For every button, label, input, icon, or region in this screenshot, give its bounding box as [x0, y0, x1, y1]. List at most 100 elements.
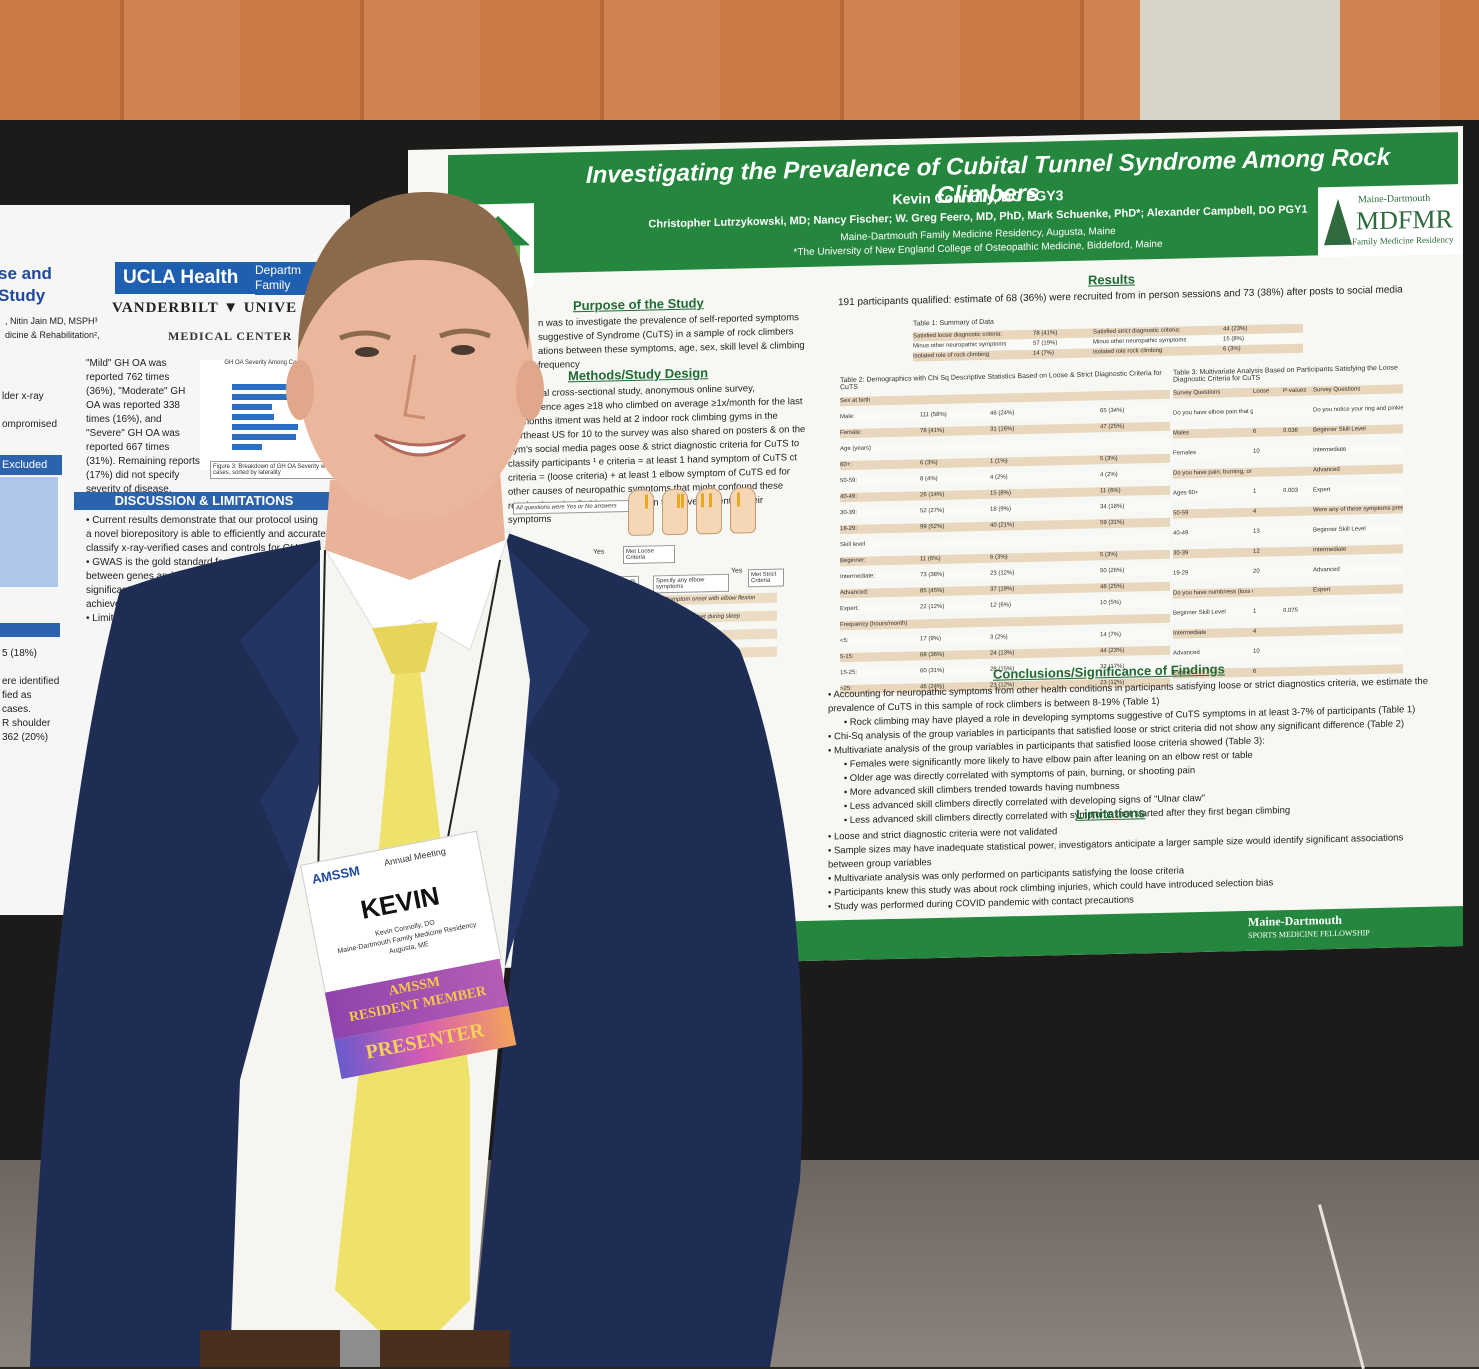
table-cell: 40-49:	[840, 493, 858, 501]
table-cell: 19-29	[1173, 570, 1189, 577]
table-cell: 111 (58%)	[920, 411, 947, 419]
table-row: Skill level	[840, 533, 1170, 551]
table-cell: Females	[1173, 450, 1197, 457]
table-cell: 57 (19%)	[1033, 340, 1058, 347]
pillar	[1140, 0, 1340, 140]
table-cell: Skill level	[840, 541, 866, 549]
table-cell: 6 (3%)	[1223, 346, 1241, 353]
table-2-title: Table 2: Demographics with Chi Sq Descri…	[840, 369, 1162, 392]
nose	[403, 354, 426, 420]
table-cell	[1283, 446, 1313, 447]
table-cell: 40-49	[1173, 530, 1189, 537]
table-cell: 0.075	[1283, 607, 1299, 615]
table-cell: 1	[1253, 608, 1257, 615]
table-cell	[1283, 646, 1313, 647]
table-cell	[1253, 587, 1283, 588]
tree-icon	[1324, 198, 1352, 246]
table-cell: 22 (12%)	[920, 603, 945, 611]
table-cell: 50 (26%)	[1100, 567, 1125, 575]
table-row: Males 6 0.036 Beginner Skill Level	[1173, 424, 1403, 439]
eye-right	[451, 345, 475, 355]
table-cell: 8 (4%)	[920, 475, 938, 483]
chart-bar	[232, 424, 298, 430]
table-row: <5: 17 (9%) 3 (2%) 14 (7%)	[840, 629, 1170, 647]
table-cell: Intermediate:	[840, 573, 876, 581]
table-row: Frequency (hours/month)	[840, 613, 1170, 631]
table-cell	[1283, 526, 1313, 527]
table-cell	[920, 394, 990, 396]
table-cell: 18 (9%)	[990, 506, 1012, 513]
annual-meeting-label: Annual Meeting	[383, 846, 447, 868]
table-cell	[1283, 566, 1313, 567]
table-cell: 10 (5%)	[1100, 599, 1122, 607]
table-cell: Beginner:	[840, 557, 866, 565]
table-cell: 31 (16%)	[990, 426, 1015, 433]
table-cell	[1100, 438, 1170, 440]
table-cell: 52 (27%)	[920, 507, 945, 515]
table-cell: Beginner Skill Level	[1313, 426, 1366, 434]
results-heading: Results	[1088, 271, 1135, 288]
table-cell: Beginner Skill Level	[1173, 609, 1226, 617]
table-row: Do you have pain, burning, or shooting p…	[1173, 464, 1403, 479]
table-cell: 11 (6%)	[920, 555, 941, 563]
table-cell: 60+:	[840, 461, 852, 469]
table-cell: Intermediate	[1313, 446, 1347, 454]
table-cell: 73 (38%)	[920, 571, 945, 579]
table-cell: Advanced	[1313, 466, 1340, 474]
table-cell: 30-39:	[840, 509, 858, 517]
table-cell: Do you have elbow pain that gets worse a…	[1173, 408, 1253, 417]
table-row: Beginner Skill Level 1 0.075	[1173, 604, 1403, 619]
table-row: Beginner: 11 (6%) 6 (3%) 5 (3%)	[840, 549, 1170, 567]
table-cell: Loose	[1253, 388, 1270, 395]
table-cell: 17 (9%)	[920, 635, 942, 643]
table-cell: 60 (31%)	[920, 667, 945, 675]
table-cell: 5 (3%)	[1100, 551, 1118, 559]
belt-buckle	[340, 1330, 380, 1367]
chart-bar	[232, 384, 302, 390]
table-cell: Beginner Skill Level	[1313, 526, 1366, 534]
table-cell: 24 (13%)	[990, 650, 1015, 657]
eye-left	[355, 347, 379, 357]
table-cell: 1	[1253, 488, 1257, 495]
table-row: Expert: 22 (12%) 12 (6%) 10 (5%)	[840, 597, 1170, 615]
table-cell: Were any of these symptoms present befor…	[1313, 504, 1403, 514]
table-cell: 3 (2%)	[990, 634, 1008, 641]
table-row: Advanced: 85 (45%) 37 (19%) 48 (25%)	[840, 581, 1170, 599]
table-row: 18-29: 99 (52%) 40 (21%) 59 (31%)	[840, 517, 1170, 535]
table-cell: 59 (31%)	[1100, 519, 1125, 527]
table-cell: 50-59:	[840, 477, 858, 485]
suit-jacket-right	[470, 530, 803, 1367]
table-cell	[1283, 406, 1313, 407]
table-cell: Do you have pain, burning, or shooting p…	[1173, 468, 1253, 477]
table-cell: 99 (52%)	[920, 523, 945, 531]
table-row: Intermediate 4	[1173, 624, 1403, 639]
table-row: Sex at birth	[840, 389, 1170, 407]
table-cell: 5 (3%)	[1100, 455, 1118, 463]
table-cell	[1313, 644, 1403, 646]
table-cell: Advanced	[1313, 566, 1340, 574]
table-cell: 4 (2%)	[1100, 471, 1118, 479]
table-row: Survey Questions Loose P-values Survey Ques…	[1173, 384, 1403, 399]
table-cell: Intermediate	[1313, 546, 1347, 554]
table-cell: 85 (45%)	[920, 587, 945, 595]
table-cell: 15-25:	[840, 669, 858, 677]
lanyard	[317, 549, 501, 881]
medical-center-label: MEDICAL CENTER	[168, 329, 293, 343]
limitations-list: • Loose and strict diagnostic criteria w…	[828, 817, 1428, 915]
table-row: Advanced 10	[1173, 644, 1403, 659]
table-cell	[1283, 506, 1313, 507]
logo-top-text: Maine-Dartmouth	[1358, 192, 1431, 206]
table-cell: 11 (6%)	[1100, 487, 1121, 495]
table-row: Ages 60+ 1 0.003 Expert	[1173, 484, 1403, 499]
table-cell: Sex at birth	[840, 397, 871, 405]
table-cell: Males	[1173, 430, 1190, 437]
table-row: Female: 78 (41%) 31 (16%) 47 (25%)	[840, 421, 1170, 439]
table-cell: 6 (3%)	[990, 554, 1008, 561]
tie-knot	[372, 622, 438, 674]
table-cell: 46 (24%)	[990, 410, 1015, 417]
table-row: 50-59: 8 (4%) 4 (2%) 4 (2%)	[840, 469, 1170, 487]
table-cell: Do you notice your ring and pinkie finge…	[1313, 404, 1403, 414]
table-cell	[1283, 586, 1313, 587]
eyebrow-right	[439, 328, 491, 339]
table-cell	[1100, 534, 1170, 536]
